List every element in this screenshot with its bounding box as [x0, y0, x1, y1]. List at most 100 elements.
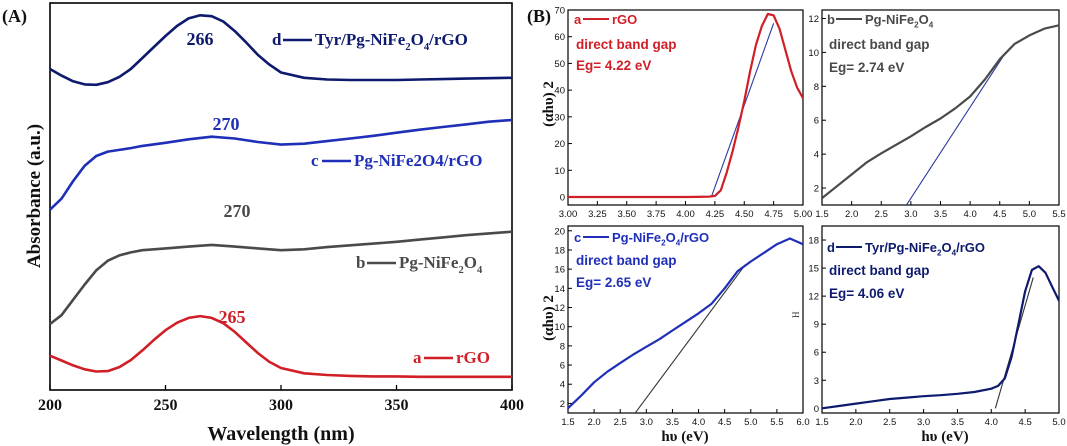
a-peak-label-a: 265 — [219, 307, 246, 327]
a-series-line-d — [49, 14, 513, 87]
panel-a-ylabel: Absorbance (a.u.) — [24, 124, 45, 268]
legend-name-part: O — [941, 240, 951, 255]
b-y-tick-label: 40 — [554, 86, 565, 97]
b-x-tick-label: 1.5 — [561, 417, 574, 428]
panel-b-label: (B) — [527, 6, 551, 27]
panel-a-x-ticks: 200 250 300 350 400 — [38, 385, 524, 414]
legend-name-part: 2 — [914, 21, 919, 30]
b-x-tick-label: 2.0 — [849, 417, 862, 428]
panel-a-xlabel: Wavelength (nm) — [207, 423, 354, 445]
b-series-line-a — [568, 12, 803, 199]
b-x-tick-label: 1.5 — [815, 209, 828, 220]
b-text-bandgap-c: direct band gap — [576, 253, 677, 268]
b-x-tick-label: 3.75 — [647, 209, 666, 220]
b-y-tick-label: 8 — [814, 82, 819, 93]
b-y-tick-label: 4 — [814, 150, 819, 161]
b-x-tick-label: 5.5 — [1052, 209, 1065, 220]
panel-b-xlabel-right: hυ (eV) — [921, 429, 968, 445]
b-x-tick-label: 4.5 — [718, 417, 731, 428]
b-y-tick-label: 30 — [554, 112, 565, 123]
a-legend-name-d: Tyr/Pg-NiFe2O4/rGO — [315, 30, 468, 53]
b-x-tick-label: 1.5 — [815, 417, 828, 428]
a-legend-letter-d: d — [272, 30, 282, 49]
b-x-tick-label: 2.5 — [614, 417, 627, 428]
legend-name-part: /rGO — [680, 230, 709, 245]
b-y-tick-label: 12 — [554, 303, 565, 314]
panel-b-ylabel-top: (αhυ) 2 — [541, 81, 557, 127]
panel-a-label: (A) — [2, 6, 27, 27]
b-subplot-b: 1.5 2.0 2.5 3.0 3.5 4.0 4.5 5.0 5.5 2 4 6 8 10 12 b Pg-N… — [808, 9, 1066, 220]
legend-name-part: Tyr/Pg-NiFe — [865, 240, 937, 255]
panel-b-subplots: 3.00 3.25 3.50 3.75 4.00 4.25 4.50 4.75 5.000102… — [554, 6, 1065, 429]
b-legend-name-c: Pg-NiFe2O4/rGO — [612, 230, 709, 248]
a-x-tick-label: 250 — [154, 397, 178, 414]
legend-name-part: Pg-NiFe — [612, 230, 661, 245]
b-x-tick-label: 4.0 — [692, 417, 705, 428]
b-x-tick-label: 5.5 — [770, 417, 783, 428]
legend-name-part: Pg-NiFe — [399, 253, 459, 272]
b-legend-name-a: rGO — [612, 12, 637, 27]
b-subplot-a: 3.00 3.25 3.50 3.75 4.00 4.25 4.50 4.75 5.00 0 10 2… — [554, 6, 812, 221]
b-legend-letter-a: a — [574, 12, 582, 27]
b-x-tick-label: 3.0 — [917, 417, 930, 428]
b-fit-line-b — [905, 52, 1007, 205]
b-text-bandgap-d: direct band gap — [829, 263, 930, 278]
legend-name-part: 2 — [405, 42, 410, 53]
b-y-tick-label: 16 — [554, 265, 565, 276]
b-text-eg-c: Eg= 2.65 eV — [576, 275, 651, 290]
b-y-tick-label: 18 — [554, 245, 565, 256]
legend-name-part: /rGO — [428, 30, 468, 49]
b-y-tick-label: 20 — [554, 139, 565, 150]
legend-name-part: Tyr/Pg-NiFe — [315, 30, 406, 49]
b-x-tick-label: 2.5 — [875, 209, 888, 220]
b-x-tick-label: 5.00 — [794, 209, 813, 220]
b-x-tick-label: 4.0 — [964, 209, 977, 220]
legend-name-part: rGO — [612, 12, 637, 27]
b-y-tick-label: 2 — [814, 184, 819, 195]
b-x-tick-label: 4.5 — [993, 209, 1006, 220]
b-x-tick-label: 3.5 — [951, 417, 964, 428]
b-y-tick-label: 20 — [554, 226, 565, 237]
b-y-tick-label: 4 — [560, 380, 565, 391]
b-y-tick-label: 8 — [560, 341, 565, 352]
b-x-tick-label: 3.5 — [666, 417, 679, 428]
b-text-eg-d: Eg= 4.06 eV — [829, 286, 904, 301]
a-legend-letter-b: b — [356, 253, 365, 272]
b-y-tick-label: 2 — [560, 399, 565, 410]
legend-name-part: 2 — [458, 265, 463, 276]
b-x-tick-label: 2.0 — [588, 417, 601, 428]
legend-name-part: 4 — [676, 239, 681, 248]
b-x-tick-label: 3.5 — [934, 209, 947, 220]
b-text-bandgap-b: direct band gap — [829, 37, 930, 52]
panel-b: (B) 3.00 3.25 3.50 3.75 4.00 4.25 4.50 4.75 5.00… — [527, 6, 1066, 446]
legend-name-part: O — [919, 12, 929, 27]
a-legend-name-c: Pg-NiFe2O4/rGO — [354, 151, 482, 170]
b-x-tick-label: 3.00 — [559, 209, 578, 220]
b-x-tick-label: 5.0 — [1023, 209, 1036, 220]
b-legend-letter-b: b — [827, 12, 835, 27]
a-x-tick-label: 350 — [385, 397, 409, 414]
b-y-tick-label: 15 — [808, 264, 819, 275]
b-x-tick-label: 2.5 — [883, 417, 896, 428]
b-x-tick-label: 3.25 — [588, 209, 607, 220]
b-series-line-c — [568, 237, 803, 409]
b-y-tick-label: 18 — [808, 236, 819, 247]
a-series-line-c — [49, 118, 513, 211]
a-legend-letter-a: a — [413, 348, 422, 367]
b-x-tick-label: 5.0 — [744, 417, 757, 428]
b-y-tick-label: 6 — [814, 348, 819, 359]
a-legend-letter-c: c — [311, 151, 319, 170]
b-y-tick-label: 10 — [808, 48, 819, 59]
b-y-tick-label: 3 — [814, 376, 819, 387]
a-series-line-a — [49, 314, 512, 379]
b-legend-name-b: Pg-NiFe2O4 — [865, 12, 934, 30]
b-legend-letter-c: c — [574, 230, 581, 245]
a-peak-label-c: 270 — [213, 114, 240, 134]
b-y-tick-label: 10 — [554, 166, 565, 177]
panel-b-ylabel-bottom: (αhυ) 2 — [541, 295, 557, 341]
a-peak-label-d: 266 — [187, 29, 214, 49]
b-x-tick-label: 4.50 — [735, 209, 754, 220]
